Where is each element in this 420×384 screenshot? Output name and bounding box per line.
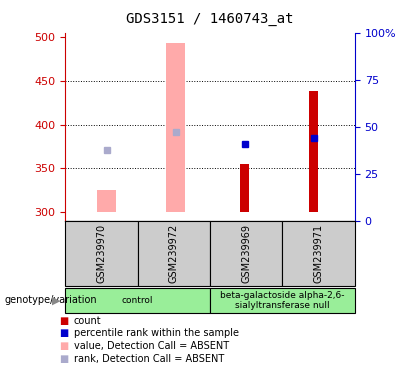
- Text: ■: ■: [59, 341, 68, 351]
- Bar: [310, 91, 318, 212]
- Text: GSM239969: GSM239969: [241, 224, 251, 283]
- Bar: [210, 288, 355, 313]
- Text: ■: ■: [59, 316, 68, 326]
- Bar: [65, 221, 138, 286]
- Text: GDS3151 / 1460743_at: GDS3151 / 1460743_at: [126, 12, 294, 25]
- Text: ■: ■: [59, 328, 68, 338]
- Bar: [166, 43, 185, 212]
- Text: count: count: [74, 316, 101, 326]
- Text: value, Detection Call = ABSENT: value, Detection Call = ABSENT: [74, 341, 228, 351]
- Text: control: control: [122, 296, 153, 305]
- Bar: [210, 221, 282, 286]
- Text: ■: ■: [59, 354, 68, 364]
- Text: beta-galactoside alpha-2,6-
sialyltransferase null: beta-galactoside alpha-2,6- sialyltransf…: [220, 291, 345, 310]
- Bar: [97, 190, 116, 212]
- Bar: [65, 288, 210, 313]
- Text: GSM239972: GSM239972: [169, 224, 179, 283]
- Text: genotype/variation: genotype/variation: [4, 295, 97, 306]
- Text: GSM239971: GSM239971: [314, 224, 324, 283]
- Text: percentile rank within the sample: percentile rank within the sample: [74, 328, 239, 338]
- Text: ▶: ▶: [52, 295, 61, 306]
- Text: GSM239970: GSM239970: [96, 224, 106, 283]
- Bar: [138, 221, 210, 286]
- Bar: [282, 221, 355, 286]
- Bar: [240, 164, 249, 212]
- Text: rank, Detection Call = ABSENT: rank, Detection Call = ABSENT: [74, 354, 224, 364]
